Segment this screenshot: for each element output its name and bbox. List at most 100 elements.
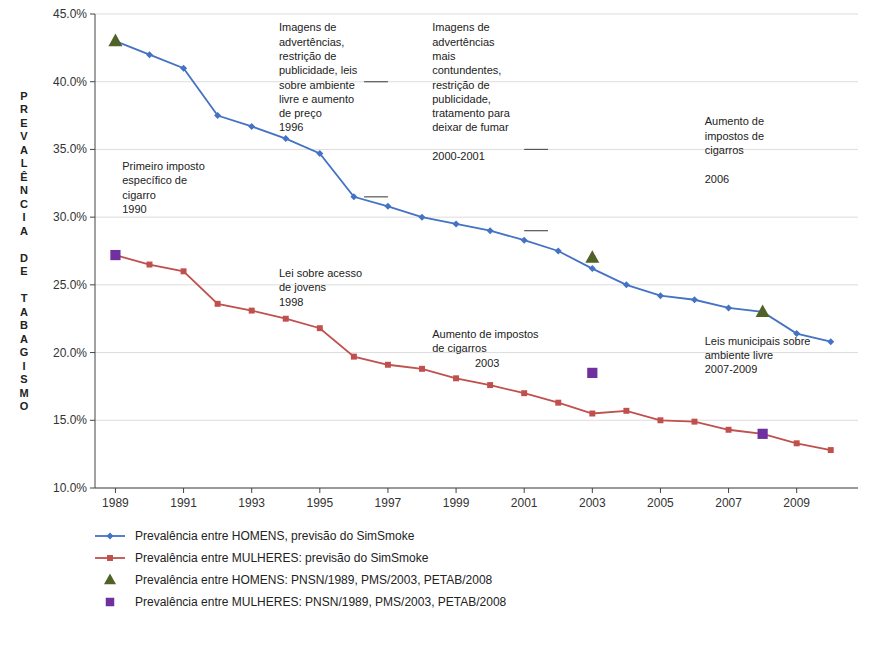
annotation-line: 1998 [279,296,303,308]
annotation-line: mais [432,50,456,62]
y-tick [90,488,95,489]
annotation: Lei sobre acessode jovens1998 [279,267,362,308]
annotation-line: de cigarros [432,342,487,354]
annotation-line: 1990 [122,203,146,215]
y-axis-line [95,14,96,488]
annotation-dash [364,196,388,197]
legend-label: Prevalência entre HOMENS: PNSN/1989, PMS… [135,573,493,587]
y-tick-label: 10.0% [53,481,87,495]
annotation-line: 2000-2001 [432,150,485,162]
y-axis-label-letter: A [20,333,28,345]
x-tick [592,488,593,493]
y-axis-label-letter: Ê [20,171,27,183]
y-axis-label-letter: A [20,306,28,318]
scatter-point [756,304,770,317]
annotation: Imagens deadvertênciasmaiscontundentes,r… [432,21,511,162]
x-tick-label: 2009 [783,496,810,510]
annotation-dash [524,149,548,150]
y-axis-label: PREVALÊNCIA DE TABAGISMO [19,90,28,413]
annotation-line: Imagens de [432,21,489,33]
x-tick [387,488,388,493]
annotation-line: 2006 [705,173,729,185]
y-axis-label-letter: V [20,130,28,142]
annotation-line: deixar de fumar [432,121,509,133]
annotation-line: sobre ambiente [279,79,355,91]
x-tick-label: 2001 [511,496,538,510]
line-point [657,292,664,299]
line-point [181,268,187,274]
y-tick-label: 15.0% [53,413,87,427]
y-tick [90,352,95,353]
plot-data [108,34,834,454]
y-tick [90,217,95,218]
x-tick [319,488,320,493]
line-point [248,123,255,130]
line-point [828,447,834,453]
annotation-line: advertências [432,36,495,48]
annotation-line: publicidade, [432,93,491,105]
annotation-line: de preço [279,107,322,119]
legend-label: Prevalência entre MULHERES: previsão do … [135,551,429,565]
y-tick-label: 30.0% [53,210,87,224]
annotation-line: 2007-2009 [705,363,758,375]
y-axis-label-letter: E [20,117,27,129]
annotation: Aumento deimpostos decigarros2006 [705,115,764,184]
y-tick-label: 40.0% [53,75,87,89]
annotation-line: impostos de [705,130,764,142]
annotation-line: restrição de [432,79,489,91]
x-tick-label: 2005 [647,496,674,510]
annotation-line: livre e aumento [279,93,354,105]
series-line [112,38,834,346]
legend-marker [107,533,114,540]
line-point [215,301,221,307]
x-tick-label: 1995 [306,496,333,510]
line-point [350,193,357,200]
y-axis-label-letter: A [20,225,28,237]
y-axis-label-letter: T [21,292,28,304]
line-point [214,112,221,119]
annotation-line: 1996 [279,121,303,133]
line [115,255,830,450]
y-tick-label: 45.0% [53,7,87,21]
annotation-line: tratamento para [432,107,511,119]
annotation-line: cigarros [705,144,745,156]
x-tick [728,488,729,493]
line-point [521,237,528,244]
annotation-line: de jovens [279,281,327,293]
y-axis-label-letter [22,279,25,291]
y-axis-label-letter: L [21,157,28,169]
line-point [180,65,187,72]
line-point [316,150,323,157]
y-tick [90,420,95,421]
annotation-line: publicidade, leis [279,64,358,76]
line-point [589,265,596,272]
line-point [487,227,494,234]
annotations: Primeiro impostoespecífico decigarro1990… [122,21,810,375]
legend-label: Prevalência entre MULHERES: PNSN/1989, P… [135,595,507,609]
x-tick [456,488,457,493]
line-point [317,325,323,331]
scatter-point [110,250,120,260]
x-tick-label: 1991 [170,496,197,510]
annotation-line: 2003 [432,357,499,369]
line-point [147,262,153,268]
y-axis-label-letter: P [20,90,27,102]
y-axis-label-letter: D [20,252,28,264]
grid-line [95,284,858,285]
y-axis-label-letter: N [20,184,28,196]
y-axis-label-letter: I [22,360,25,372]
line-point [146,51,153,58]
annotation-dash [524,230,548,231]
line-point [419,366,425,372]
annotation-line: advertências, [279,36,344,48]
y-axis-label-letter: B [20,319,28,331]
line-point [827,338,834,345]
x-tick [251,488,252,493]
annotation: Imagens deadvertências,restrição depubli… [279,21,358,133]
y-axis-label-letter: O [20,400,29,412]
line-point [692,419,698,425]
x-tick-label: 2003 [579,496,606,510]
x-tick-label: 1989 [102,496,129,510]
grid-line [95,488,858,489]
annotation-line: cigarro [122,189,156,201]
